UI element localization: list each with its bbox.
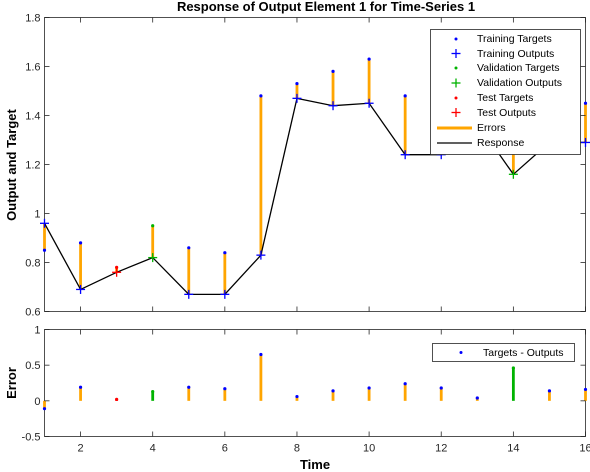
target-point-9	[331, 69, 335, 73]
output-marker-2	[76, 284, 86, 294]
top-y-ticks: 0.6 0.8 1 1.2 1.4 1.6 1.8	[25, 13, 586, 319]
target-point-5	[187, 246, 191, 250]
bottom-y-tick-label-2: 0.5	[25, 360, 40, 372]
legend-validation-output-marker	[451, 78, 461, 88]
bottom-x-tick-label-7: 16	[579, 443, 590, 455]
target-point-11	[403, 94, 407, 98]
legend-validation-targets: Validation Targets	[477, 62, 560, 74]
legend-error-dot-marker	[459, 351, 463, 354]
output-marker-11	[400, 150, 410, 160]
error-dot-16	[583, 387, 588, 392]
legend-validation-target-marker	[454, 66, 458, 70]
top-y-tick-label-3: 1.2	[25, 160, 40, 172]
top-panel: 0.6 0.8 1 1.2 1.4 1.6 1.8 Output and Target Tr…	[4, 13, 590, 319]
output-marker-1	[40, 218, 49, 228]
bottom-legend-box	[432, 343, 575, 362]
output-marker-6	[220, 289, 230, 299]
bottom-error-dots	[42, 352, 588, 411]
error-dot-14	[511, 366, 515, 370]
bottom-y-ticks: -0.5 0 0.5 1	[22, 325, 586, 444]
legend-training-target-marker	[454, 37, 458, 41]
output-marker-14	[508, 169, 518, 179]
legend-test-output-marker	[451, 108, 461, 117]
error-dot-4	[151, 389, 155, 394]
error-dot-1	[42, 407, 47, 411]
bottom-x-tick-label-0: 2	[78, 443, 84, 455]
error-dot-2	[78, 385, 83, 389]
legend-validation-outputs: Validation Outputs	[477, 77, 562, 89]
bottom-x-tick-label-6: 14	[507, 443, 519, 455]
top-y-tick-label-6: 1.8	[25, 13, 40, 25]
error-dot-6	[223, 387, 227, 391]
legend-errors: Errors	[477, 122, 506, 134]
legend-test-outputs: Test Outputs	[477, 107, 536, 119]
target-point-4	[151, 224, 155, 228]
error-dot-11	[403, 382, 407, 386]
bottom-y-tick-label-0: -0.5	[22, 432, 41, 444]
chart-title: Response of Output Element 1 for Time-Se…	[177, 0, 475, 14]
target-point-2	[78, 241, 83, 245]
target-point-8	[295, 82, 299, 86]
legend-test-target-marker	[454, 96, 458, 100]
target-point-6	[223, 251, 227, 255]
target-point-7	[259, 94, 263, 98]
legend-training-outputs: Training Outputs	[477, 48, 554, 60]
legend-training-targets: Training Targets	[477, 33, 552, 45]
output-marker-5	[184, 289, 194, 299]
bottom-x-ticks: 2 4 6 8 10 12 14 16	[78, 329, 590, 455]
error-dot-15	[547, 389, 552, 393]
legend-targets-minus-outputs: Targets - Outputs	[483, 347, 564, 359]
bottom-x-tick-label-3: 8	[294, 443, 300, 455]
legend-response: Response	[477, 137, 524, 149]
error-dot-10	[367, 386, 371, 390]
error-dot-13	[475, 396, 479, 400]
top-y-tick-label-1: 0.8	[25, 258, 40, 270]
bottom-x-tick-label-5: 12	[435, 443, 447, 455]
error-dot-9	[331, 389, 335, 393]
bottom-y-tick-label-3: 1	[34, 325, 40, 337]
output-marker-7	[256, 250, 266, 260]
legend-training-output-marker	[451, 49, 461, 58]
top-x-ticks	[80, 17, 586, 312]
top-y-tick-label-5: 1.6	[25, 62, 40, 74]
target-point-1	[42, 248, 47, 252]
target-point-3	[115, 265, 119, 269]
output-marker-8	[292, 93, 302, 103]
bottom-x-tick-label-1: 4	[150, 443, 156, 455]
output-marker-4	[148, 253, 158, 263]
top-legend: Training Targets Training Outputs Valida…	[430, 29, 581, 155]
output-marker-16	[581, 137, 590, 147]
bottom-x-tick-label-2: 6	[222, 443, 228, 455]
top-y-tick-label-2: 1	[34, 209, 40, 221]
top-y-tick-label-4: 1.4	[25, 111, 40, 123]
output-marker-9	[328, 101, 338, 111]
error-dot-3	[115, 397, 119, 402]
bottom-y-tick-label-1: 0	[34, 396, 40, 408]
top-y-axis-label: Output and Target	[4, 108, 19, 220]
output-marker-10	[364, 98, 374, 108]
error-dot-7	[259, 352, 263, 357]
bottom-y-axis-label: Error	[4, 367, 19, 399]
error-dot-5	[187, 385, 191, 389]
top-y-tick-label-0: 0.6	[25, 307, 40, 319]
bottom-panel: -0.5 0 0.5 1 2 4 6 8 10 12 14 16 Error Time Target…	[4, 325, 590, 472]
target-point-16	[583, 101, 588, 105]
output-marker-3	[112, 267, 122, 277]
error-dot-12	[439, 386, 443, 390]
error-dot-8	[295, 394, 299, 399]
legend-test-targets: Test Targets	[477, 92, 533, 104]
target-point-10	[367, 57, 371, 61]
bottom-legend: Targets - Outputs	[432, 343, 575, 362]
x-axis-label: Time	[300, 457, 330, 472]
bottom-x-tick-label-4: 10	[363, 443, 375, 455]
